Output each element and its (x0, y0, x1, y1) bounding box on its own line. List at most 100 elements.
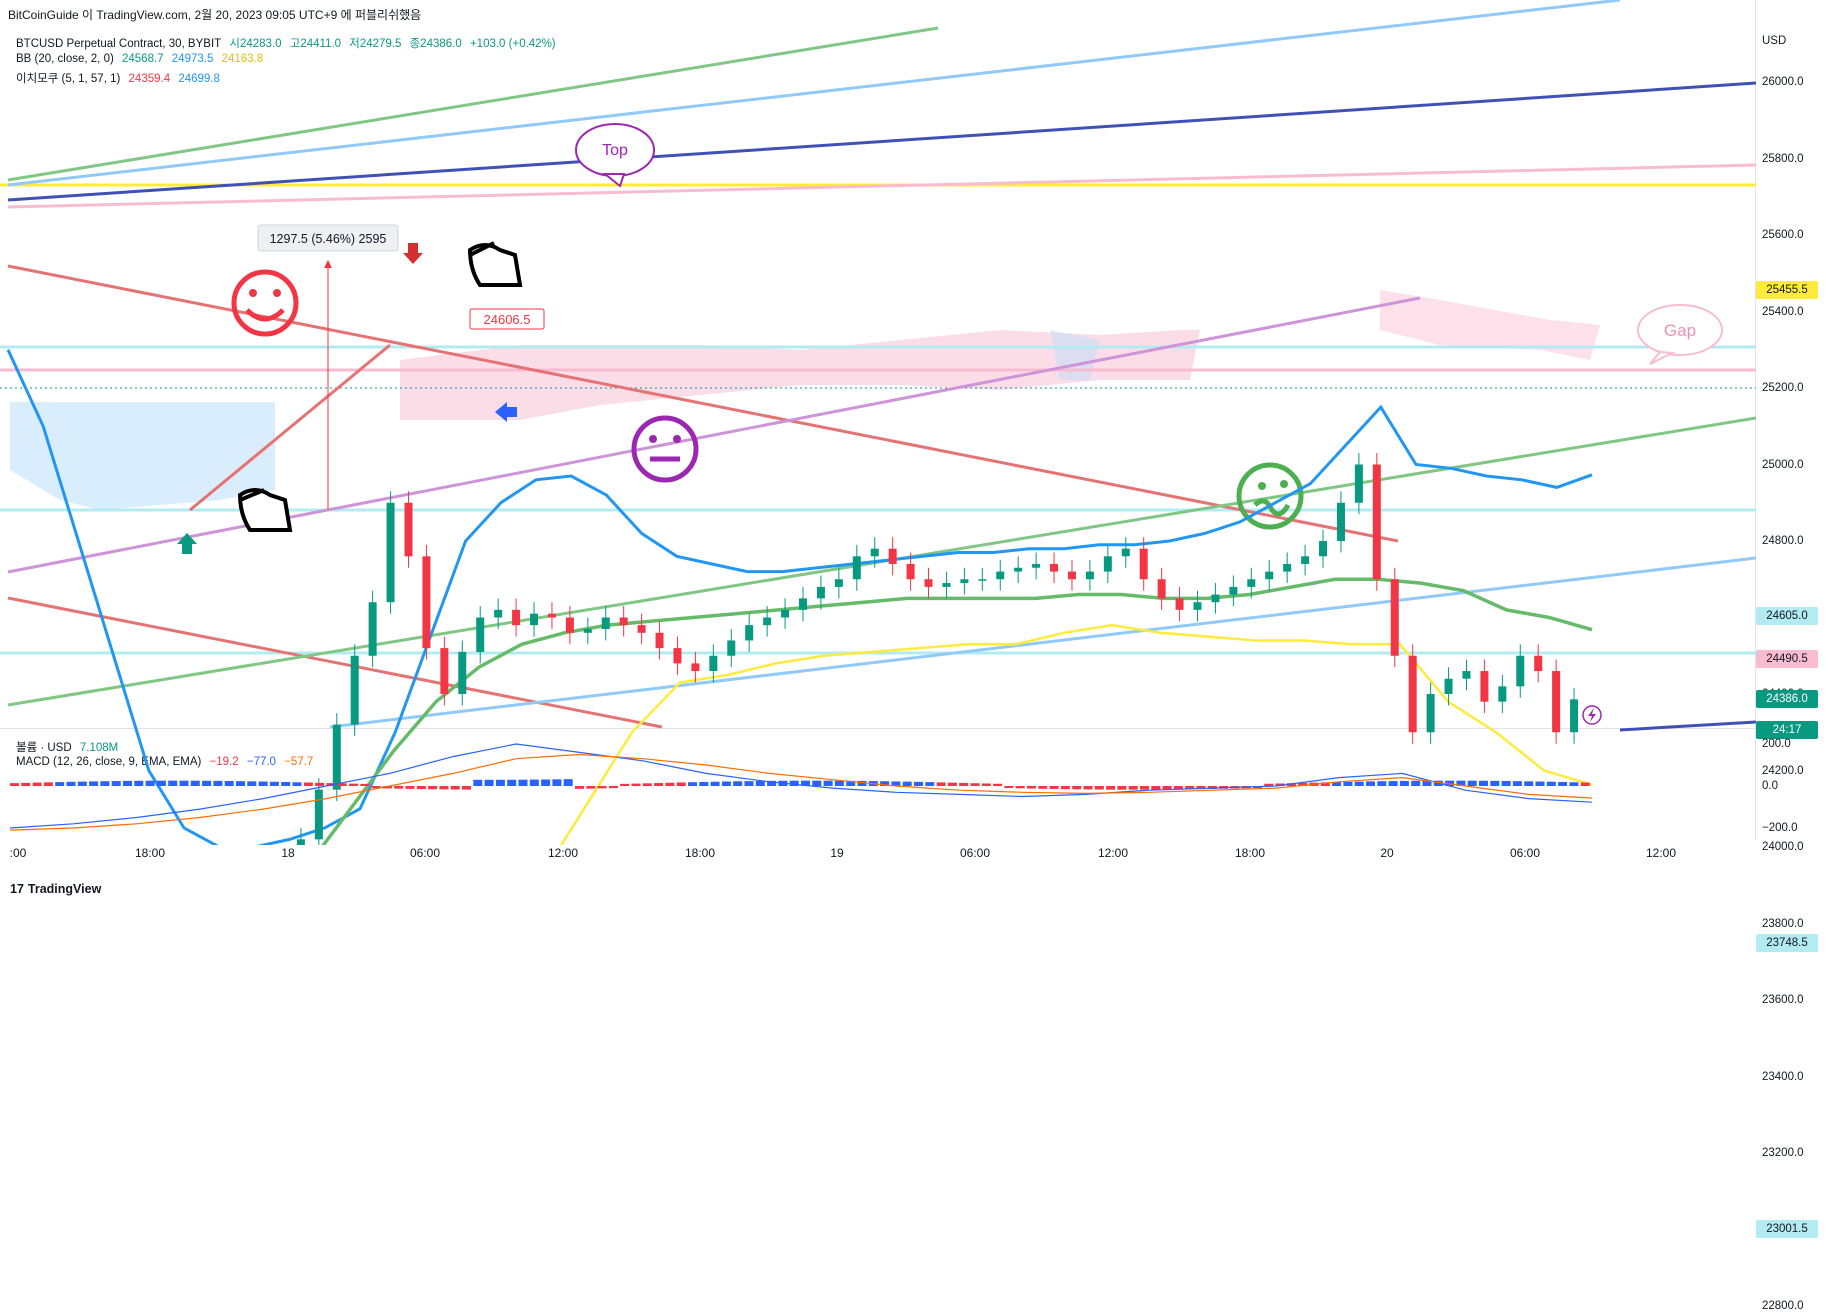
trendline-red-short[interactable] (189, 343, 391, 512)
candle-body[interactable] (1139, 548, 1148, 580)
candle-body[interactable] (1265, 571, 1274, 580)
candle-body[interactable] (512, 609, 521, 626)
candles-layer[interactable] (10, 453, 1579, 845)
candle-body[interactable] (924, 579, 933, 587)
candle-body[interactable] (691, 663, 700, 672)
candle-body[interactable] (1211, 594, 1220, 603)
candle-body[interactable] (781, 609, 790, 618)
candle-body[interactable] (727, 640, 736, 656)
candle-body[interactable] (1175, 598, 1184, 610)
bb-legend[interactable]: BB (20, close, 2, 0) 24568.7 24973.5 241… (16, 53, 268, 65)
candle-body[interactable] (1283, 563, 1292, 572)
ichimoku-legend[interactable]: 이치모쿠 (5, 1, 57, 1) 24359.4 24699.8 (16, 70, 225, 86)
candle-body[interactable] (1085, 571, 1094, 580)
candle-body[interactable] (547, 613, 556, 618)
candle-body[interactable] (458, 651, 467, 694)
macd-pane[interactable] (9, 743, 1593, 831)
lightning-icon[interactable] (1582, 705, 1602, 725)
bb-lower-line[interactable] (8, 623, 1593, 845)
footer-brand[interactable]: 17 TradingView (10, 882, 101, 896)
candle-body[interactable] (1067, 571, 1076, 580)
candle-body[interactable] (583, 628, 592, 633)
trendline-navy[interactable] (7, 81, 1756, 202)
time-axis[interactable]: :00 18:00 18 06:00 12:00 18:00 19 06:00 … (0, 846, 1756, 868)
candle-body[interactable] (637, 625, 646, 633)
candle-body[interactable] (1319, 541, 1328, 557)
candle-body[interactable] (601, 617, 610, 629)
candle-body[interactable] (799, 598, 807, 610)
candle-body[interactable] (530, 613, 539, 626)
candle-body[interactable] (422, 556, 431, 649)
candle-body[interactable] (763, 617, 772, 626)
candle-body[interactable] (314, 789, 323, 840)
candle-body[interactable] (332, 724, 341, 790)
macd-axis[interactable]: 200.0 0.0 −200.0 (1756, 728, 1834, 840)
candle-body[interactable] (1121, 548, 1130, 557)
candle-body[interactable] (870, 548, 879, 557)
candle-body[interactable] (960, 579, 969, 584)
trendline-red-lower[interactable] (7, 596, 663, 729)
candle-body[interactable] (476, 617, 485, 652)
candle-body[interactable] (888, 548, 897, 564)
candle-body[interactable] (852, 556, 861, 580)
candle-body[interactable] (1462, 671, 1471, 679)
macd-signal-line[interactable] (9, 753, 1593, 831)
price-box-annotation[interactable]: 24606.5 (469, 308, 545, 330)
candle-body[interactable] (1444, 678, 1453, 694)
candle-body[interactable] (1050, 563, 1059, 572)
candle-body[interactable] (906, 563, 915, 580)
candle-body[interactable] (1372, 464, 1381, 580)
candle-body[interactable] (1032, 563, 1041, 568)
candle-body[interactable] (1103, 556, 1112, 572)
candle-body[interactable] (368, 602, 377, 656)
candle-body[interactable] (834, 579, 843, 587)
macd-legend[interactable]: MACD (12, 26, close, 9, EMA, EMA) −19.2 … (16, 756, 318, 768)
macd-line[interactable] (9, 743, 1593, 829)
trendline-green-top[interactable] (7, 26, 939, 182)
candle-body[interactable] (709, 655, 718, 672)
gap-callout[interactable]: Gap (1637, 304, 1723, 365)
candle-body[interactable] (942, 583, 951, 587)
candle-body[interactable] (404, 502, 413, 557)
candle-body[interactable] (1301, 556, 1310, 564)
candle-body[interactable] (565, 617, 574, 633)
candle-body[interactable] (1336, 502, 1345, 541)
candle-body[interactable] (1390, 579, 1399, 656)
candle-body[interactable] (619, 617, 628, 626)
trendline-violet[interactable] (7, 296, 1421, 574)
bb-upper-line[interactable] (6, 349, 1593, 845)
candle-body[interactable] (1247, 579, 1256, 587)
candle-body[interactable] (745, 625, 754, 641)
candle-body[interactable] (1014, 567, 1023, 572)
candle-body[interactable] (1426, 694, 1435, 733)
candle-body[interactable] (1354, 464, 1363, 503)
candle-body[interactable] (1498, 686, 1507, 702)
price-chart[interactable]: 1297.5 (5.46%) 2595 24606.5 Top Gap (0, 0, 1756, 845)
candle-body[interactable] (673, 648, 682, 664)
trendline-pink-top[interactable] (7, 163, 1756, 209)
trendline-red-diag[interactable] (7, 264, 1399, 543)
candle-body[interactable] (350, 655, 359, 725)
measure-label[interactable]: 1297.5 (5.46%) 2595 (257, 224, 399, 252)
candle-body[interactable] (296, 839, 305, 845)
candle-body[interactable] (996, 571, 1005, 580)
candle-body[interactable] (1193, 602, 1202, 610)
bb-basis-line[interactable] (8, 577, 1593, 845)
candle-body[interactable] (1552, 671, 1561, 733)
volume-legend[interactable]: 볼륨 · USD 7.108M (16, 739, 123, 755)
candle-body[interactable] (1480, 671, 1489, 702)
candle-body[interactable] (816, 586, 825, 599)
pane-divider[interactable] (0, 728, 1756, 729)
candle-body[interactable] (1408, 655, 1417, 733)
candle-body[interactable] (1570, 699, 1579, 733)
symbol-label[interactable]: BTCUSD Perpetual Contract, 30, BYBIT (16, 38, 222, 50)
candle-body[interactable] (978, 579, 987, 581)
candle-body[interactable] (1516, 655, 1525, 687)
trendline-lightblue-top[interactable] (7, 0, 1621, 187)
candle-body[interactable] (1157, 579, 1166, 599)
candle-body[interactable] (1229, 586, 1238, 595)
top-callout[interactable]: Top (575, 123, 655, 188)
trendline-navy-lower[interactable] (1619, 720, 1756, 732)
candle-body[interactable] (440, 648, 449, 694)
candle-body[interactable] (1534, 655, 1543, 672)
